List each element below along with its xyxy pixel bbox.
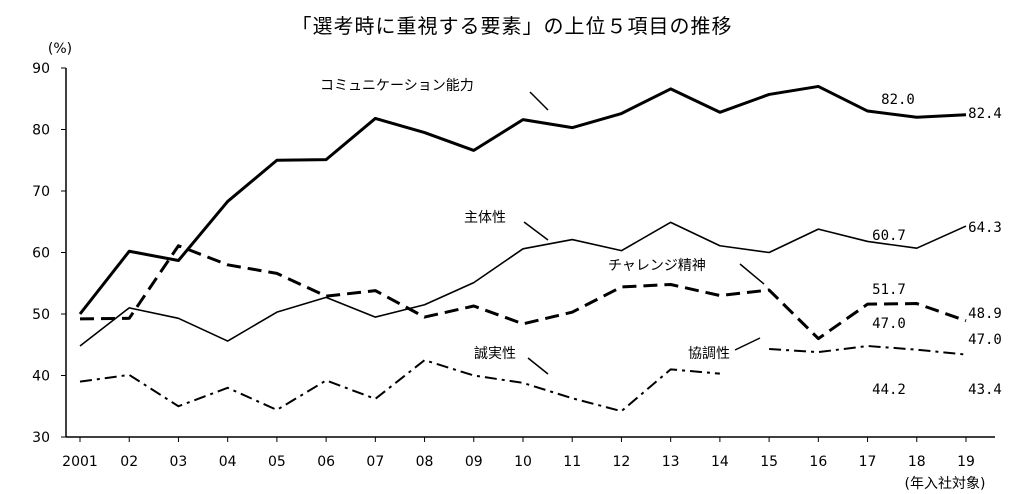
x-tick-label: 12 <box>613 454 631 470</box>
series-line <box>78 84 967 315</box>
series-name-label: コミュニケーション能力 <box>320 78 474 94</box>
series-name-label: チャレンジ精神 <box>608 258 706 274</box>
data-label: 82.0 <box>881 92 915 108</box>
x-tick-label: 13 <box>662 454 680 470</box>
series-name-label: 協調性 <box>688 346 730 362</box>
x-tick-label: 15 <box>760 454 778 470</box>
y-tick-label: 60 <box>32 246 50 262</box>
y-tick-label: 40 <box>32 369 50 385</box>
x-axis-label: (年入社対象) <box>905 476 986 492</box>
leader-line <box>529 91 549 111</box>
x-tick-label: 08 <box>416 454 434 470</box>
y-tick-label: 70 <box>32 184 50 200</box>
x-tick-label: 02 <box>120 454 138 470</box>
x-tick-label: 06 <box>317 454 335 470</box>
x-tick-label: 07 <box>366 454 384 470</box>
x-tick-label: 18 <box>908 454 926 470</box>
data-label: 60.7 <box>872 228 906 244</box>
x-tick-label: 04 <box>219 454 237 470</box>
data-label: 43.4 <box>968 382 1002 398</box>
series-line <box>79 359 720 413</box>
series-line <box>79 244 967 341</box>
series-line <box>769 344 967 356</box>
leader-line <box>527 357 549 375</box>
x-tick-label: 03 <box>170 454 188 470</box>
x-tick-label: 2001 <box>62 454 98 470</box>
x-tick-label: 14 <box>711 454 729 470</box>
data-label: 64.3 <box>968 220 1002 236</box>
y-tick-label: 30 <box>32 430 50 446</box>
x-tick-label: 11 <box>563 454 581 470</box>
data-label: 51.7 <box>872 282 906 298</box>
leader-line <box>739 263 765 285</box>
series-name-label: 主体性 <box>464 210 506 226</box>
y-tick-label: 80 <box>32 123 50 139</box>
x-tick-label: 09 <box>465 454 483 470</box>
y-axis-label: (%) <box>48 41 72 57</box>
data-label: 82.4 <box>968 106 1002 122</box>
y-tick-label: 50 <box>32 307 50 323</box>
data-label: 48.9 <box>968 306 1002 322</box>
leader-line <box>734 337 761 351</box>
x-tick-label: 19 <box>957 454 975 470</box>
data-label: 44.2 <box>872 382 906 398</box>
series-line <box>79 221 967 347</box>
data-label: 47.0 <box>968 332 1002 348</box>
x-tick-label: 16 <box>809 454 827 470</box>
x-tick-label: 10 <box>514 454 532 470</box>
x-tick-label: 05 <box>268 454 286 470</box>
x-tick-label: 17 <box>859 454 877 470</box>
y-tick-label: 90 <box>32 61 50 77</box>
leader-line <box>523 221 549 241</box>
data-label: 47.0 <box>872 316 906 332</box>
series-name-label: 誠実性 <box>474 346 516 362</box>
chart-title: 「選考時に重視する要素」の上位５項目の推移 <box>291 14 733 38</box>
